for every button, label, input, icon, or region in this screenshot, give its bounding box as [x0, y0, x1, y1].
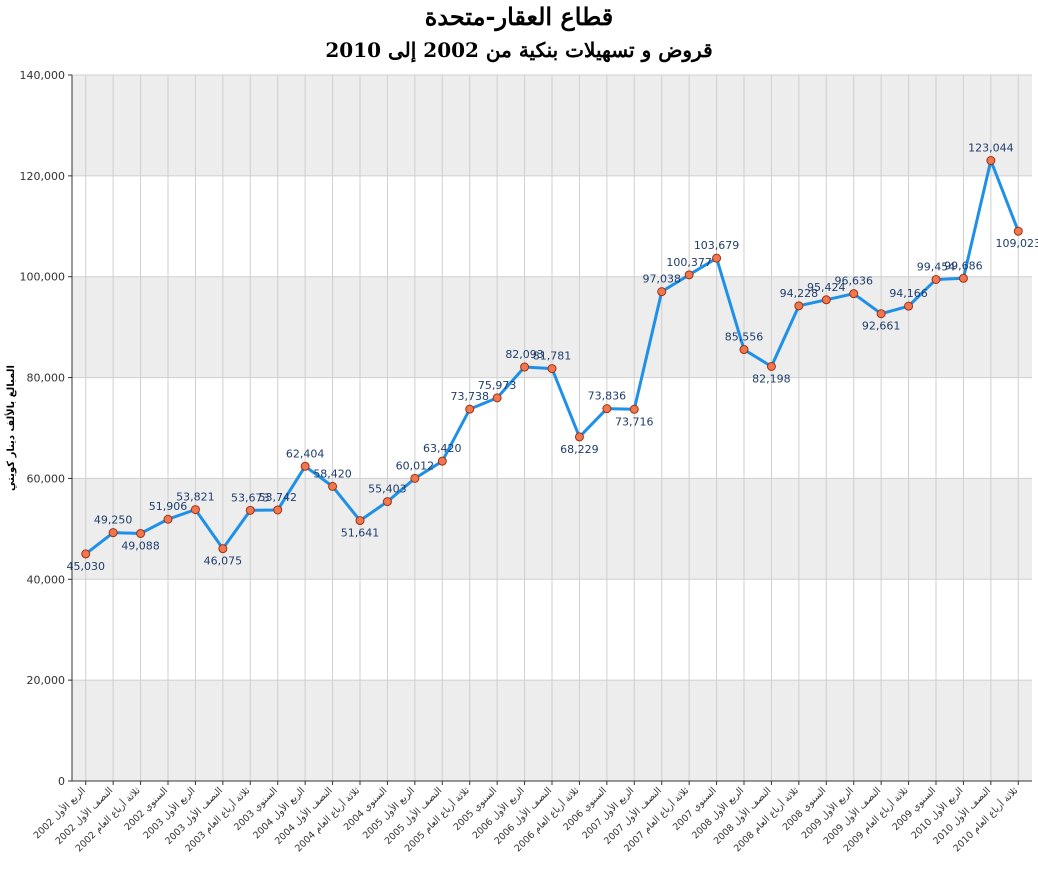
- data-label: 82,093: [505, 348, 544, 361]
- data-label: 45,030: [66, 560, 105, 573]
- data-label: 97,038: [642, 273, 681, 286]
- data-label: 60,012: [396, 459, 435, 472]
- data-point: [190, 505, 200, 515]
- y-tick-label: 120,000: [20, 170, 66, 183]
- horizontal-gridlines: [72, 74, 1032, 782]
- data-point: [602, 404, 612, 414]
- data-point: [986, 156, 996, 166]
- data-point: [410, 473, 420, 483]
- data-label: 62,404: [286, 447, 325, 460]
- chart-subtitle: قروض و تسهيلات بنكية من 2002 إلى 2010: [325, 38, 713, 62]
- data-label: 94,228: [780, 287, 819, 300]
- data-label: 92,661: [862, 320, 901, 333]
- data-label: 68,229: [560, 443, 599, 456]
- data-label: 94,166: [889, 287, 928, 300]
- data-point: [931, 274, 941, 284]
- data-point: [81, 549, 91, 559]
- data-label: 100,377: [666, 256, 712, 269]
- vertical-gridlines: [85, 75, 1019, 781]
- chart-title: قطاع العقار-متحدة: [424, 2, 614, 31]
- data-point: [245, 505, 255, 515]
- y-tick-label: 0: [58, 775, 65, 788]
- data-point: [273, 505, 283, 515]
- data-label: 99,454: [917, 260, 956, 273]
- data-point: [958, 273, 968, 283]
- data-point: [629, 404, 639, 414]
- data-label: 53,821: [176, 491, 215, 504]
- data-point: [437, 456, 447, 466]
- data-point: [821, 295, 831, 305]
- data-point: [492, 393, 502, 403]
- data-point: [520, 362, 530, 372]
- data-label: 63,420: [423, 442, 462, 455]
- data-label: 55,403: [368, 483, 407, 496]
- data-label: 73,836: [588, 390, 627, 403]
- data-point: [355, 516, 365, 526]
- data-point: [574, 432, 584, 442]
- data-point: [382, 497, 392, 507]
- markers: [81, 156, 1023, 559]
- data-label: 103,679: [694, 239, 740, 252]
- data-point: [739, 345, 749, 355]
- data-point: [876, 309, 886, 319]
- data-point: [684, 270, 694, 280]
- data-label: 109,023: [996, 237, 1038, 250]
- data-point: [657, 287, 667, 297]
- data-point: [218, 544, 228, 554]
- data-label: 73,716: [615, 415, 654, 428]
- data-label: 53,742: [258, 491, 297, 504]
- data-label: 95,424: [807, 281, 846, 294]
- data-point: [712, 253, 722, 263]
- data-point: [465, 404, 475, 414]
- data-point: [904, 301, 914, 311]
- data-label: 51,906: [149, 500, 188, 513]
- data-point: [849, 289, 859, 299]
- data-label: 58,420: [313, 467, 352, 480]
- y-axis-label: المبالغ بالألف دينار كويتي: [4, 365, 17, 491]
- data-point: [1013, 226, 1023, 236]
- data-point: [108, 528, 118, 538]
- data-label: 123,044: [968, 142, 1014, 155]
- data-label: 96,636: [834, 275, 873, 288]
- data-label: 75,973: [478, 379, 517, 392]
- data-point: [136, 528, 146, 538]
- y-tick-label: 20,000: [27, 674, 66, 687]
- data-point: [766, 361, 776, 371]
- y-tick-label: 100,000: [20, 271, 66, 284]
- y-tick-label: 80,000: [27, 372, 66, 385]
- data-label: 73,738: [450, 390, 489, 403]
- data-point: [163, 514, 173, 524]
- y-tick-label: 40,000: [27, 573, 66, 586]
- data-label: 53,673: [231, 491, 270, 504]
- y-axis-ticks: 0 20,000 40,000 60,000 80,000 100,000 120,000 1…: [20, 69, 72, 788]
- data-point: [794, 301, 804, 311]
- data-point: [328, 481, 338, 491]
- data-label: 51,641: [341, 527, 380, 540]
- y-tick-label: 60,000: [27, 472, 66, 485]
- data-label: 85,556: [725, 331, 764, 344]
- data-label: 46,075: [204, 555, 243, 568]
- y-tick-label: 140,000: [20, 69, 66, 82]
- data-point: [547, 364, 557, 374]
- data-label: 82,198: [752, 372, 791, 385]
- data-label: 81,781: [533, 350, 572, 363]
- data-point: [300, 461, 310, 471]
- data-label: 99,686: [944, 259, 983, 272]
- data-label: 49,250: [94, 514, 133, 527]
- data-label: 49,088: [121, 539, 160, 552]
